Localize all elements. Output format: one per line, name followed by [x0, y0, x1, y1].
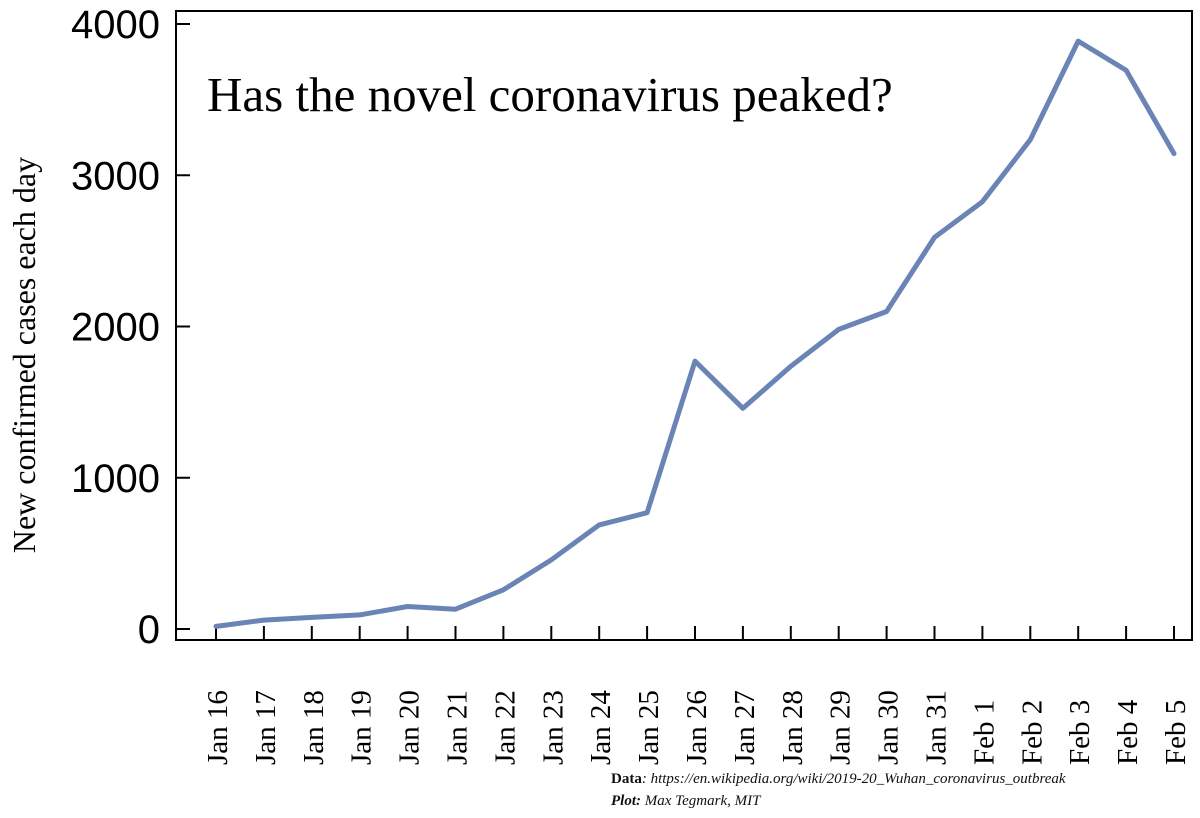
y-tick-label: 4000 [71, 3, 160, 47]
y-tick-label: 2000 [71, 306, 160, 350]
x-tick-label: Jan 16 [202, 690, 234, 765]
x-tick-label: Feb 3 [1064, 700, 1096, 765]
x-tick-label: Jan 28 [777, 690, 809, 765]
y-tick-label: 1000 [71, 457, 160, 501]
plot-credit-label: Plot: [611, 793, 641, 809]
x-tick-label: Jan 17 [250, 690, 282, 765]
data-credit-url[interactable]: https://en.wikipedia.org/wiki/2019-20_Wu… [650, 771, 1066, 787]
x-tick-label: Jan 20 [394, 690, 426, 765]
x-tick-label: Jan 30 [873, 690, 905, 765]
x-tick-label: Feb 5 [1160, 700, 1192, 765]
y-axis: 0 1000 2000 3000 4000 [71, 3, 190, 652]
x-tick-label: Jan 26 [681, 690, 713, 765]
y-tick-label: 0 [138, 608, 160, 652]
x-tick-label: Jan 25 [633, 690, 665, 765]
y-tick-label: 3000 [71, 154, 160, 198]
x-tick-label: Jan 21 [442, 690, 474, 765]
x-tick-label: Feb 2 [1016, 700, 1048, 765]
y-axis-label: New confirmed cases each day [6, 157, 42, 553]
x-axis: Jan 16 Jan 17 Jan 18 Jan 19 Jan 20 Jan 21 Jan … [202, 626, 1192, 765]
data-credit-label: Data [611, 771, 642, 787]
x-tick-label: Feb 4 [1112, 699, 1144, 765]
x-tick-label: Jan 24 [585, 690, 617, 765]
x-tick-label: Jan 22 [489, 690, 521, 765]
data-credit-separator: : [641, 771, 647, 787]
series-line [213, 38, 1177, 629]
data-credit: Data: https://en.wikipedia.org/wiki/2019… [611, 771, 1066, 788]
x-tick-label: Jan 23 [537, 690, 569, 765]
x-tick-label: Jan 29 [825, 690, 857, 765]
plot-credit: Plot: Max Tegmark, MIT [611, 793, 760, 810]
x-tick-label: Jan 18 [298, 690, 330, 765]
plot-credit-value: Max Tegmark, MIT [644, 793, 761, 809]
x-tick-label: Jan 31 [921, 690, 953, 765]
x-tick-label: Feb 1 [968, 700, 1000, 765]
x-tick-label: Jan 19 [346, 690, 378, 765]
chart-title: Has the novel coronavirus peaked? [207, 67, 893, 122]
x-tick-label: Jan 27 [729, 690, 761, 765]
